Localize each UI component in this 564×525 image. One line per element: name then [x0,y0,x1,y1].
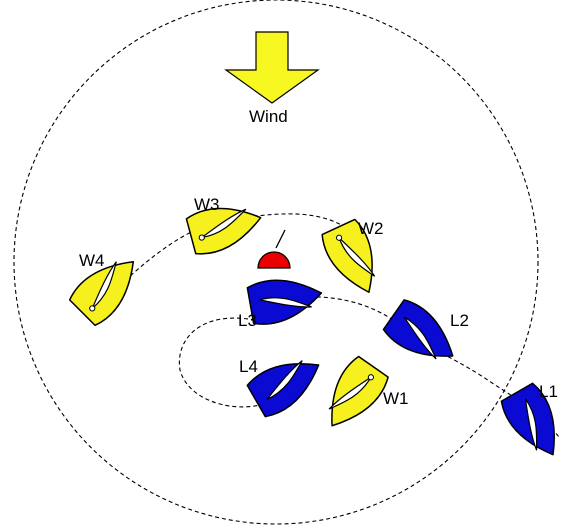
wind-label: Wind [249,107,288,126]
zone-circle [13,0,539,525]
boat-l3 [246,279,323,325]
boat-l4 [246,360,320,418]
boat-label-l3: L3 [238,311,257,330]
boat-label-w4: W4 [79,251,105,270]
boat-l2 [382,299,454,360]
boat-label-w3: W3 [194,195,220,214]
boat-w3 [185,207,262,255]
boat-label-l2: L2 [450,311,469,330]
boat-w4 [68,260,135,327]
mark-buoy-icon [257,229,291,269]
boat-label-l4: L4 [239,357,258,376]
boat-label-w1: W1 [383,389,409,408]
boat-label-w2: W2 [358,219,384,238]
rounding-loop [178,317,261,408]
wind-arrow-icon [224,31,320,104]
boat-w2 [321,218,376,294]
boat-w1 [328,355,389,427]
boat-label-l1: L1 [539,382,558,401]
boat-l1 [500,382,555,456]
